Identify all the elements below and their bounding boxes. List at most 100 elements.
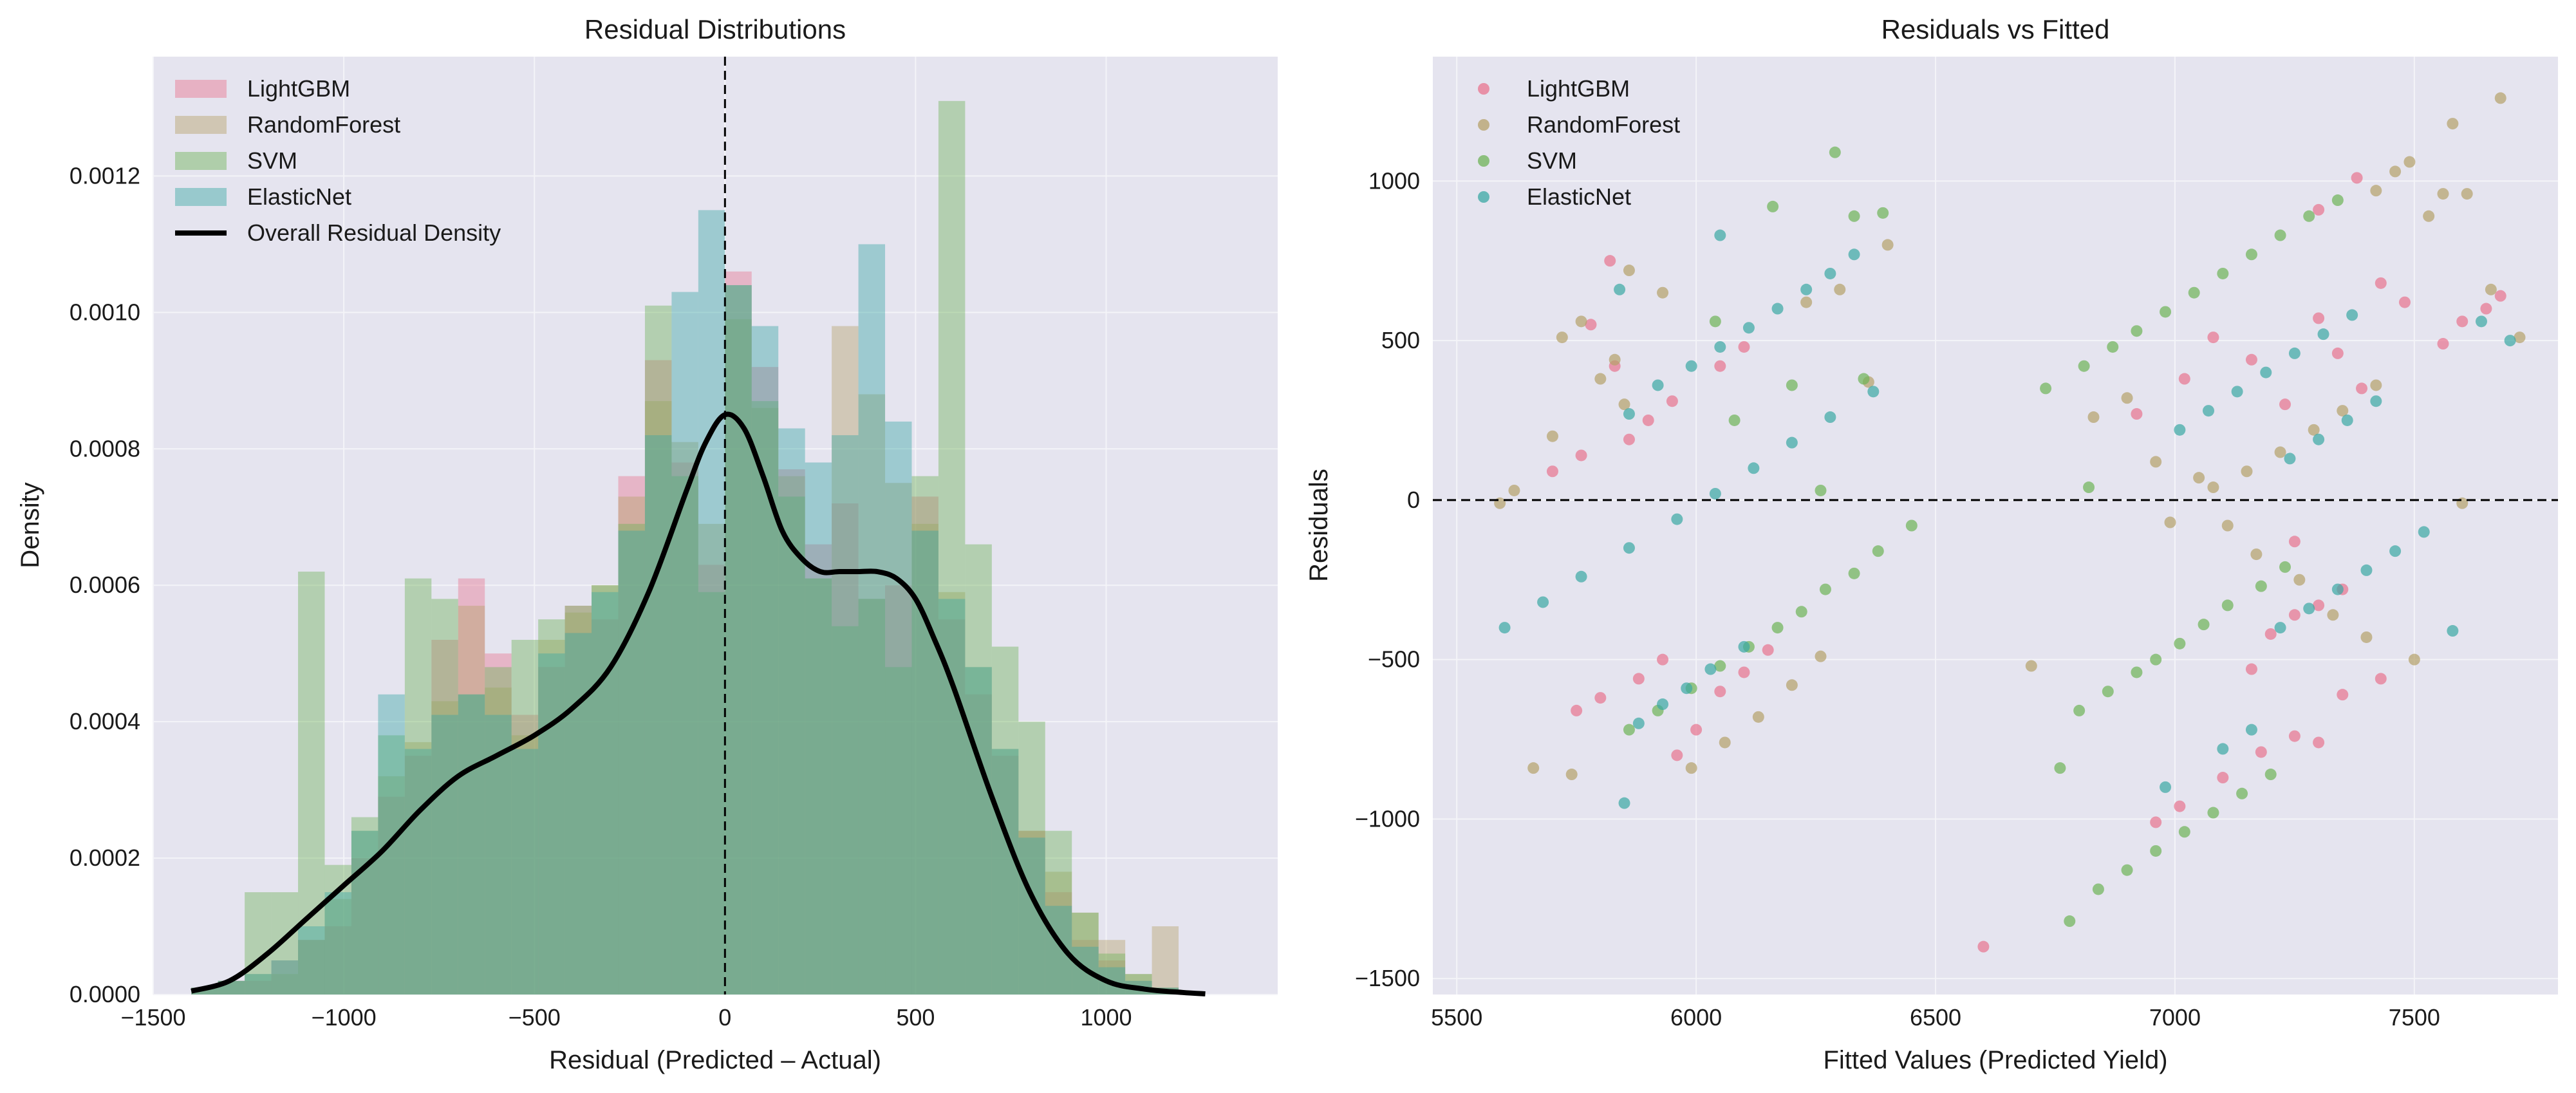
chart-title-left: Residual Distributions [584,14,846,44]
y-axis-label-left: Density [16,482,44,568]
y-tick-label-right: −500 [1368,646,1420,673]
scatter-point-randomforest [2403,156,2416,168]
hist-bar-svm [965,544,992,995]
scatter-point-elasticnet [1714,341,1726,353]
scatter-point-svm [2121,864,2133,876]
scatter-point-svm [2303,210,2315,222]
hist-bar-randomforest [618,496,645,995]
scatter-point-lightgbm [2245,353,2257,366]
scatter-point-svm [1771,622,1784,634]
scatter-point-lightgbm [1738,666,1750,678]
hist-bar-elasticnet [885,421,912,995]
scatter-point-svm [1848,210,1860,222]
scatter-point-lightgbm [1738,341,1750,353]
scatter-point-randomforest [1618,398,1630,411]
x-tick-label-left: −500 [509,1004,561,1031]
scatter-point-elasticnet [1824,267,1836,279]
hist-bar-svm [725,285,752,995]
scatter-point-elasticnet [2331,583,2344,595]
scatter-point-randomforest [2514,332,2526,344]
scatter-point-svm [2188,286,2200,299]
x-tick-label-right: 5500 [1431,1004,1482,1031]
hist-bar-lightgbm [751,367,779,995]
scatter-point-elasticnet [2274,622,2286,634]
legend-swatch-svm [175,152,227,170]
hist-bar-svm [351,817,378,995]
hist-bar-svm [805,578,832,995]
scatter-point-randomforest [1881,239,1894,251]
scatter-point-svm [1815,484,1827,496]
legend-right: LightGBM RandomForest SVM ElasticNet [1478,75,1680,210]
legend-label-svm-right: SVM [1527,147,1577,174]
scatter-point-svm [2073,704,2086,716]
legend-label-elasticnet-right: ElasticNet [1527,183,1631,210]
legend-marker-lightgbm [1478,83,1489,95]
hist-bar-lightgbm [298,940,325,995]
scatter-point-elasticnet [1742,322,1755,334]
scatter-point-svm [1728,414,1741,426]
scatter-point-svm [2255,580,2267,592]
hist-bar-svm [885,667,912,995]
hist-bar-lightgbm [911,496,938,995]
hist-bar-randomforest [298,940,325,995]
scatter-point-randomforest [1685,762,1697,774]
scatter-point-elasticnet [1824,411,1836,424]
hist-bar-elasticnet [671,292,698,995]
scatter-point-randomforest [2025,660,2037,672]
scatter-point-lightgbm [2207,332,2219,344]
hist-bar-lightgbm [644,360,672,995]
y-tick-label-left: 0.0000 [70,981,140,1007]
scatter-point-svm [2245,248,2257,261]
scatter-point-elasticnet [1709,487,1721,500]
hist-bar-lightgbm [858,599,886,995]
scatter-point-svm [2131,325,2143,337]
scatter-point-lightgbm [1585,319,1597,331]
hist-bar-elasticnet [778,428,805,995]
scatter-point-randomforest [2461,188,2473,200]
hist-bar-svm [1072,912,1099,995]
x-tick-label-right: 6500 [1910,1004,1961,1031]
hist-bar-elasticnet [245,974,272,995]
hist-bar-randomforest [271,974,299,995]
scatter-point-lightgbm [1666,395,1678,407]
scatter-point-elasticnet [1681,682,1693,695]
y-axis-label-right: Residuals [1305,469,1333,582]
hist-bar-svm [191,987,218,995]
scatter-point-elasticnet [1671,513,1683,525]
scatter-point-lightgbm [2288,730,2301,742]
legend-marker-randomforest [1478,119,1489,131]
hist-bar-elasticnet [698,210,725,995]
scatter-point-lightgbm [2279,398,2291,411]
hist-bar-svm [832,626,859,995]
scatter-point-randomforest [1815,650,1827,662]
scatter-point-randomforest [2447,118,2459,130]
scatter-point-elasticnet [2260,366,2272,378]
hist-bar-randomforest [1045,872,1072,995]
hist-bar-elasticnet [805,462,832,995]
scatter-point-lightgbm [1690,724,1703,736]
scatter-point-elasticnet [2447,625,2459,637]
hist-bar-randomforest [698,523,725,995]
hist-bar-svm [404,578,432,995]
scatter-point-elasticnet [2346,309,2358,321]
scatter-point-elasticnet [1614,283,1626,295]
scatter-point-lightgbm [1546,465,1558,478]
scatter-point-lightgbm [1571,704,1583,716]
density-curve [191,411,1206,996]
hist-bar-lightgbm [832,503,859,995]
scatter-point-lightgbm [2264,628,2277,640]
hist-bar-lightgbm [698,565,725,995]
scatter-point-randomforest [1786,679,1798,691]
scatter-point-lightgbm [2375,673,2387,685]
x-ticks-right: 5500 6000 6500 7000 7500 [1431,1004,2440,1031]
scatter-point-randomforest [2308,424,2320,436]
legend-label-randomforest-right: RandomForest [1527,111,1680,138]
x-axis-label-right: Fitted Values (Predicted Yield) [1823,1046,2167,1074]
hist-bar-randomforest [324,899,351,995]
plot-area-left [153,57,1278,995]
scatter-point-svm [2054,762,2066,774]
scatter-point-lightgbm [2356,382,2368,395]
hist-bar-lightgbm [271,960,299,995]
y-ticks-right: −1500 −1000 −500 0 500 1000 [1355,167,1420,991]
scatter-point-randomforest [2121,392,2133,404]
